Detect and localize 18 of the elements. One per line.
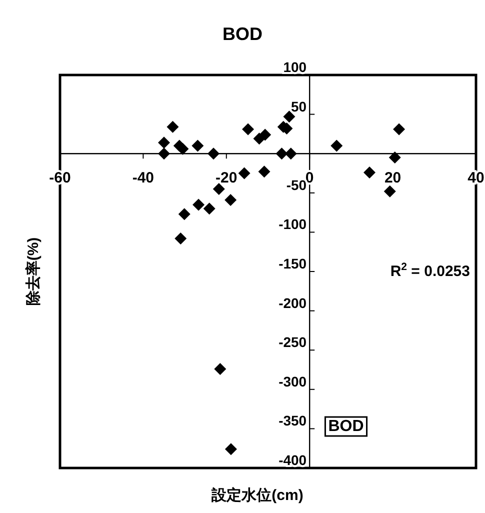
y-tick-label: -100 — [278, 216, 307, 232]
y-tick-label: -50 — [286, 176, 307, 193]
y-tick-label: 100 — [283, 59, 307, 75]
x-tick-label: 20 — [384, 170, 402, 187]
annotation: R$^{2}$ = 0.0253 — [390, 261, 470, 280]
y-tick-label: -400 — [278, 452, 307, 468]
y-axis-title: 除去率(%) — [24, 237, 42, 306]
y-tick-label: -200 — [278, 294, 307, 311]
y-tick-label: -150 — [278, 256, 307, 272]
annotation: BOD — [328, 418, 364, 435]
x-tick-label: -40 — [132, 170, 154, 187]
chart-title: BOD — [222, 24, 262, 44]
y-tick-label: -350 — [278, 412, 307, 429]
y-tick-label: -300 — [278, 373, 307, 390]
y-tick-label: -250 — [278, 334, 307, 350]
y-tick-label: 50 — [291, 98, 307, 114]
x-axis-title: 設定水位(cm) — [210, 486, 304, 504]
x-tick-label: -20 — [216, 170, 238, 187]
